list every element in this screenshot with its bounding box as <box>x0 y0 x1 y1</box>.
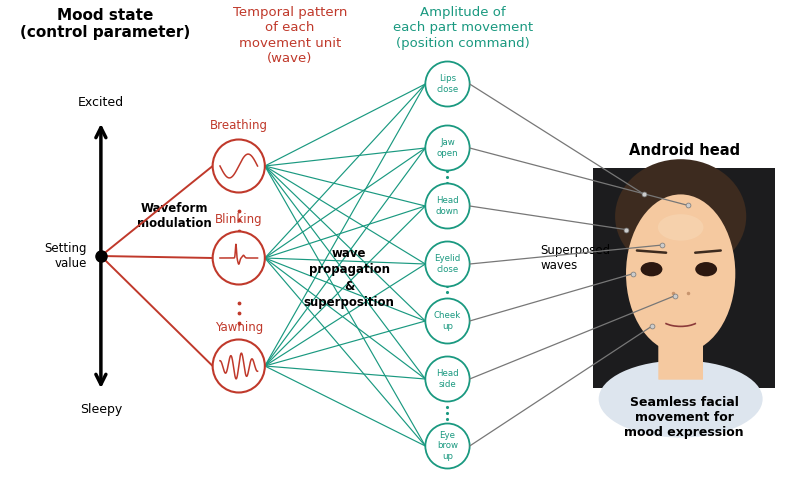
Text: Setting
value: Setting value <box>45 242 87 270</box>
Text: Lips
close: Lips close <box>436 74 458 94</box>
Ellipse shape <box>615 159 746 274</box>
Ellipse shape <box>695 262 717 276</box>
Circle shape <box>426 184 470 229</box>
Text: Android head: Android head <box>629 143 740 158</box>
Text: Amplitude of
each part movement
(position command): Amplitude of each part movement (positio… <box>393 6 534 50</box>
Text: Sleepy: Sleepy <box>80 403 122 416</box>
Text: Head
down: Head down <box>436 196 459 216</box>
Ellipse shape <box>626 194 735 353</box>
Text: Waveform
modulation: Waveform modulation <box>138 202 212 230</box>
Circle shape <box>426 62 470 107</box>
Circle shape <box>426 125 470 171</box>
Circle shape <box>426 424 470 469</box>
Text: Seamless facial
movement for
mood expression: Seamless facial movement for mood expres… <box>625 396 744 439</box>
Ellipse shape <box>658 214 703 241</box>
Text: Jaw
open: Jaw open <box>437 138 458 158</box>
Text: wave
propagation
&
superposition: wave propagation & superposition <box>303 247 394 309</box>
FancyBboxPatch shape <box>594 168 775 388</box>
Text: Head
side: Head side <box>436 370 459 389</box>
Circle shape <box>426 242 470 287</box>
Text: Yawning: Yawning <box>214 321 263 334</box>
Circle shape <box>213 139 265 192</box>
Ellipse shape <box>641 262 662 276</box>
Text: Superposed
waves: Superposed waves <box>540 244 610 272</box>
Text: Breathing: Breathing <box>210 120 268 132</box>
Circle shape <box>426 357 470 401</box>
Text: Blinking: Blinking <box>215 213 262 227</box>
Text: Eyelid
close: Eyelid close <box>434 254 461 274</box>
Circle shape <box>426 299 470 344</box>
Text: Eye
brow
up: Eye brow up <box>437 431 458 461</box>
Circle shape <box>213 232 265 285</box>
Ellipse shape <box>598 361 762 437</box>
Text: Mood state
(control parameter): Mood state (control parameter) <box>20 8 190 40</box>
Circle shape <box>213 339 265 392</box>
FancyBboxPatch shape <box>658 335 703 380</box>
Text: Cheek
up: Cheek up <box>434 311 461 331</box>
Text: Temporal pattern
of each
movement unit
(wave): Temporal pattern of each movement unit (… <box>233 6 347 65</box>
Text: Excited: Excited <box>78 96 124 109</box>
